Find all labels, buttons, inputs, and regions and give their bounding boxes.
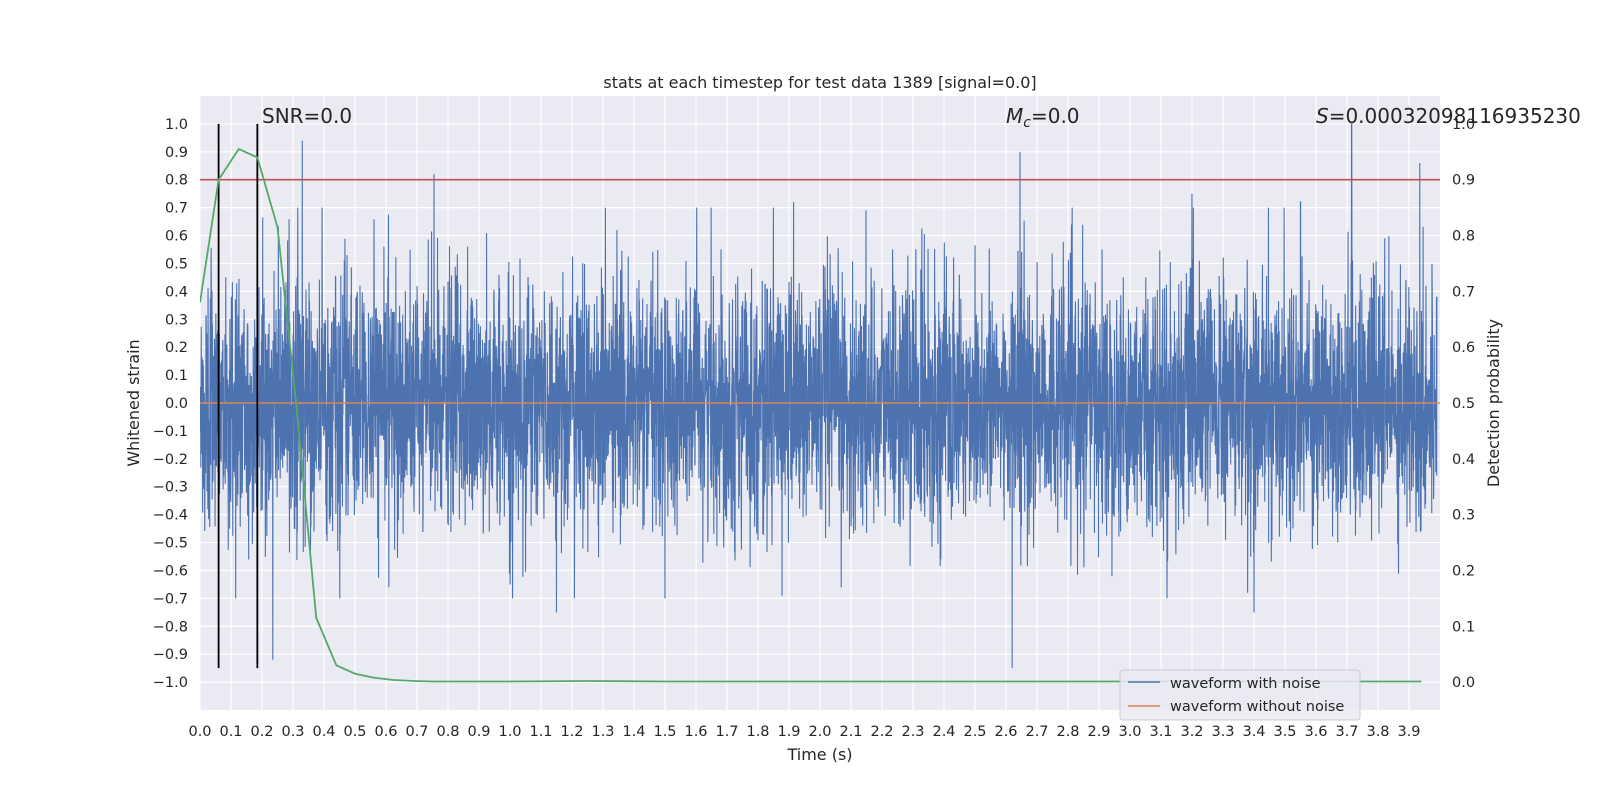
x-tick-label: 1.7	[715, 724, 738, 740]
y-tick-label: 0.6	[165, 229, 188, 245]
x-tick-label: 2.6	[994, 724, 1017, 740]
x-tick-label: 0.2	[250, 724, 273, 740]
y2-axis-label: Detection probability	[1484, 319, 1503, 487]
x-tick-label: 1.3	[591, 724, 614, 740]
x-tick-label: 2.1	[839, 724, 862, 740]
ticks: 0.0 0.1 0.2 0.3 0.4 0.5 0.6 0.7 0.8 0.9 1.0 1.1 1.2 1…	[153, 117, 1475, 740]
y2-tick-label: 0.4	[1452, 452, 1475, 468]
y-tick-label: −0.2	[153, 452, 188, 468]
y-tick-label: −0.3	[153, 480, 188, 496]
x-tick-label: 1.5	[653, 724, 676, 740]
y-axis-label: Whitened strain	[124, 339, 143, 466]
x-tick-label: 0.7	[405, 724, 428, 740]
y2-tick-label: 0.2	[1452, 563, 1475, 579]
s-annotation: S=0.00032098116935230	[1316, 104, 1581, 128]
x-axis-label: Time (s)	[786, 745, 852, 764]
x-tick-label: 1.9	[777, 724, 800, 740]
y-tick-label: −0.8	[153, 619, 188, 635]
x-tick-label: 0.4	[312, 724, 335, 740]
chart-title: stats at each timestep for test data 138…	[603, 73, 1036, 92]
y-tick-label: 0.7	[165, 201, 188, 217]
x-tick-label: 1.8	[746, 724, 769, 740]
x-tick-label: 3.2	[1180, 724, 1203, 740]
y2-tick-label: 0.3	[1452, 508, 1475, 524]
legend-entry-noisy: waveform with noise	[1170, 676, 1321, 692]
y2-tick-label: 0.5	[1452, 396, 1475, 412]
s-symbol: S	[1316, 104, 1329, 128]
y-tick-label: 0.1	[165, 368, 188, 384]
x-tick-label: 1.6	[684, 724, 707, 740]
y-tick-label: 0.4	[165, 284, 188, 300]
x-tick-label: 0.6	[374, 724, 397, 740]
x-tick-label: 2.8	[1056, 724, 1079, 740]
x-tick-label: 0.3	[281, 724, 304, 740]
y-tick-label: 0.9	[165, 145, 188, 161]
y-tick-label: −0.1	[153, 424, 188, 440]
x-tick-label: 1.1	[529, 724, 552, 740]
x-tick-label: 2.9	[1087, 724, 1110, 740]
chirp-mass-value: =0.0	[1031, 104, 1080, 128]
y-tick-label: 0.5	[165, 256, 188, 272]
y-tick-label: 0.0	[165, 396, 188, 412]
x-tick-label: 0.9	[467, 724, 490, 740]
y-tick-label: −0.5	[153, 536, 188, 552]
snr-annotation: SNR=0.0	[262, 104, 352, 128]
y2-tick-label: 0.9	[1452, 173, 1475, 189]
y-tick-label: 0.8	[165, 173, 188, 189]
y2-tick-label: 0.7	[1452, 284, 1475, 300]
y-tick-label: 1.0	[165, 117, 188, 133]
y2-tick-label: 0.0	[1452, 675, 1475, 691]
x-tick-label: 3.4	[1242, 724, 1265, 740]
x-tick-label: 0.5	[343, 724, 366, 740]
legend-entry-clean: waveform without noise	[1170, 699, 1344, 715]
x-tick-label: 1.0	[498, 724, 521, 740]
y2-tick-label: 1.0	[1452, 117, 1475, 133]
x-tick-label: 0.0	[188, 724, 211, 740]
legend-box	[1119, 669, 1361, 721]
x-tick-label: 0.1	[219, 724, 242, 740]
y2-tick-label: 0.1	[1452, 619, 1475, 635]
y2-tick-label: 0.6	[1452, 340, 1475, 356]
waveform-with-noise-line	[200, 123, 1438, 669]
y-tick-label: −0.6	[153, 563, 188, 579]
y2-tick-label: 0.8	[1452, 229, 1475, 245]
x-tick-label: 3.8	[1366, 724, 1389, 740]
x-tick-label: 3.0	[1118, 724, 1141, 740]
legend: waveform with noise waveform without noi…	[1119, 669, 1361, 721]
x-tick-label: 1.2	[560, 724, 583, 740]
y-tick-label: 0.3	[165, 312, 188, 328]
x-tick-label: 3.6	[1304, 724, 1327, 740]
x-tick-label: 1.4	[622, 724, 645, 740]
x-tick-label: 3.5	[1273, 724, 1296, 740]
chirp-mass-subscript: c	[1023, 115, 1031, 131]
y-tick-label: −0.9	[153, 647, 188, 663]
x-tick-label: 3.7	[1335, 724, 1358, 740]
noisy-waveform-layer	[200, 123, 1438, 669]
s-value: =0.00032098116935230	[1329, 104, 1581, 128]
y-tick-label: 0.2	[165, 340, 188, 356]
x-tick-label: 2.5	[963, 724, 986, 740]
x-tick-label: 2.0	[808, 724, 831, 740]
y-tick-label: −0.4	[153, 508, 188, 524]
x-tick-label: 3.9	[1397, 724, 1420, 740]
x-tick-label: 3.1	[1149, 724, 1172, 740]
x-tick-label: 2.2	[870, 724, 893, 740]
x-tick-label: 2.7	[1025, 724, 1048, 740]
detection-probability-line	[200, 147, 1422, 683]
chirp-mass-annotation: Mc=0.0	[1006, 104, 1080, 131]
y-tick-label: −0.7	[153, 591, 188, 607]
y-tick-label: −1.0	[153, 675, 188, 691]
x-tick-label: 0.8	[436, 724, 459, 740]
chirp-mass-symbol: M	[1006, 104, 1023, 128]
x-tick-label: 2.4	[932, 724, 955, 740]
x-tick-label: 3.3	[1211, 724, 1234, 740]
lines-layer	[200, 123, 1440, 683]
x-tick-label: 2.3	[901, 724, 924, 740]
